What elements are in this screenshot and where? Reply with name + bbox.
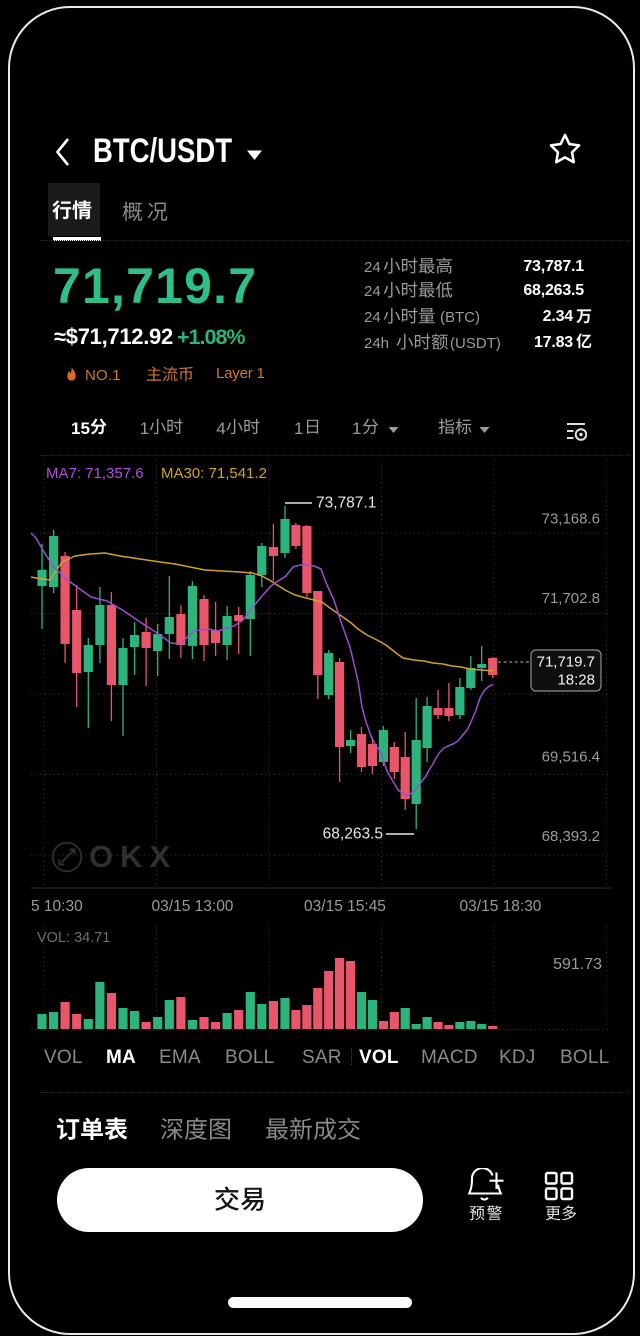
svg-text:71,719.7: 71,719.7: [537, 654, 595, 671]
svg-text:68,263.5: 68,263.5: [323, 826, 383, 843]
svg-text:5 10:30: 5 10:30: [31, 898, 83, 915]
svg-text:BTC/USDT: BTC/USDT: [93, 132, 232, 170]
svg-text:18:28: 18:28: [557, 672, 595, 689]
svg-text:03/15 18:30: 03/15 18:30: [460, 898, 542, 915]
svg-text:69,516.4: 69,516.4: [542, 749, 600, 766]
svg-text:591.73: 591.73: [553, 956, 602, 973]
svg-text:73,168.6: 73,168.6: [542, 511, 600, 528]
svg-text:VOL: 34.71: VOL: 34.71: [37, 930, 110, 946]
svg-text:73,787.1: 73,787.1: [316, 495, 376, 512]
svg-text:03/15 13:00: 03/15 13:00: [152, 898, 234, 915]
svg-text:03/15 15:45: 03/15 15:45: [304, 898, 386, 915]
svg-text:71,702.8: 71,702.8: [542, 590, 600, 607]
svg-text:OKX: OKX: [89, 839, 177, 874]
svg-text:68,393.2: 68,393.2: [542, 828, 600, 845]
